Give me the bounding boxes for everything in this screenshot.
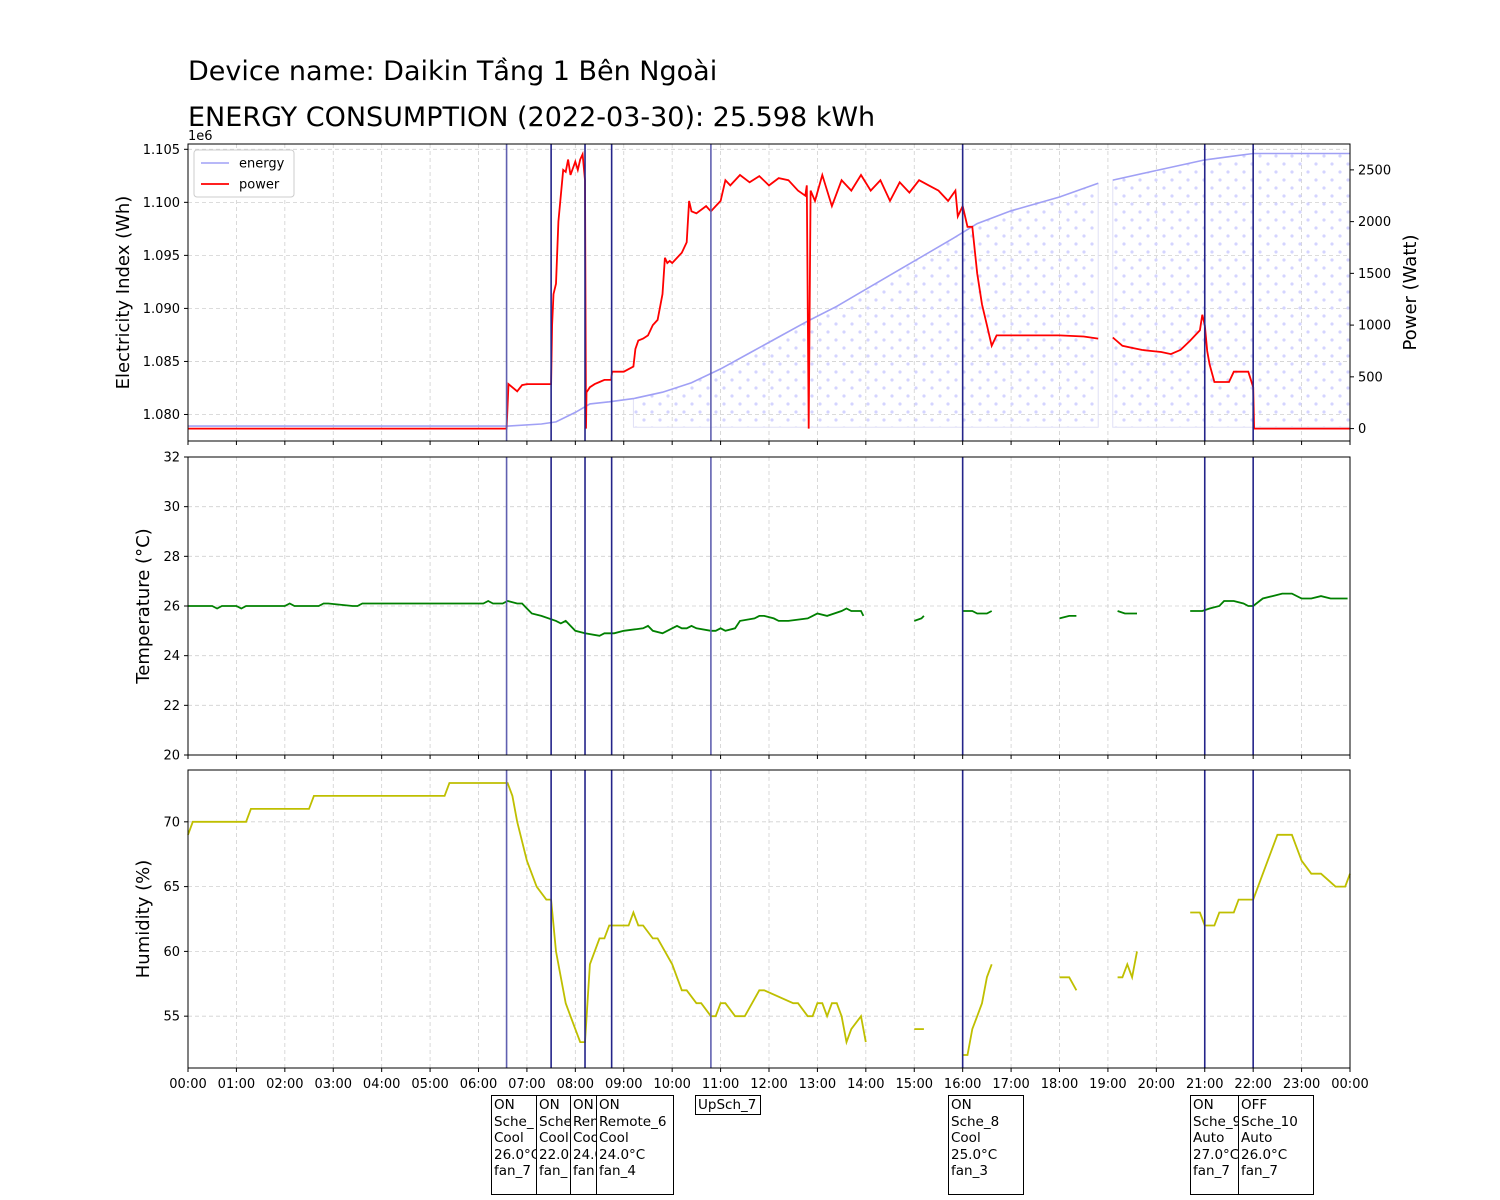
- series-line-humidity: [962, 963, 993, 1056]
- legend-box: [193, 149, 295, 198]
- series-line-temperature: [1190, 592, 1348, 612]
- plot-frame: [187, 143, 1351, 442]
- y-tick-label: 28: [163, 550, 180, 565]
- legend-label-power: power: [239, 178, 280, 193]
- y2-tick-label: 1000: [1358, 319, 1391, 334]
- series-line-power: [1112, 314, 1350, 430]
- y-offset-label: 1e6: [188, 129, 213, 144]
- y-tick-label: 22: [163, 699, 180, 714]
- x-tick-label: 19:00: [1089, 1077, 1126, 1092]
- y-tick-label: 1.080: [143, 408, 180, 423]
- y-axis-label: Electricity Index (Wh): [113, 196, 134, 390]
- x-tick-label: 00:00: [1331, 1077, 1368, 1092]
- x-tick-label: 22:00: [1234, 1077, 1271, 1092]
- x-tick-label: 18:00: [1041, 1077, 1078, 1092]
- x-tick-label: 06:00: [460, 1077, 497, 1092]
- x-tick-label: 09:00: [605, 1077, 642, 1092]
- x-tick-label: 02:00: [266, 1077, 303, 1092]
- x-tick-label: 01:00: [218, 1077, 255, 1092]
- series-line-humidity: [1117, 951, 1138, 981]
- y-tick-label: 1.100: [143, 196, 180, 211]
- energy-area-fill: [1112, 153, 1351, 428]
- series-line-temperature: [188, 599, 865, 637]
- plot-frame: [187, 456, 1351, 756]
- x-tick-label: 13:00: [799, 1077, 836, 1092]
- x-tick-label: 17:00: [992, 1077, 1029, 1092]
- x-tick-label: 23:00: [1283, 1077, 1320, 1092]
- annotation-box: ON Sche_9 Auto 27.0°C fan_7: [1190, 1095, 1240, 1195]
- x-tick-label: 16:00: [944, 1077, 981, 1092]
- annotation-box: ON Ren Coo 24.0 fan: [570, 1095, 598, 1195]
- y-tick-label: 26: [163, 600, 180, 615]
- legend-label-energy: energy: [239, 157, 285, 172]
- series-line-temperature: [1117, 610, 1137, 615]
- x-tick-label: 05:00: [411, 1077, 448, 1092]
- y-tick-label: 1.085: [143, 355, 180, 370]
- energy-title: ENERGY CONSUMPTION (2022-03-30): 25.598 …: [188, 102, 876, 133]
- annotation-box: OFF Sche_10 Auto 26.0°C fan_7: [1238, 1095, 1314, 1195]
- y2-tick-label: 500: [1358, 370, 1383, 385]
- energy-area-fill: [632, 182, 1099, 428]
- x-tick-label: 14:00: [847, 1077, 884, 1092]
- series-line-temperature: [914, 615, 925, 622]
- y-tick-label: 55: [163, 1010, 180, 1025]
- y-axis-label: Temperature (°C): [133, 528, 154, 684]
- annotation-box: ON Sche_8 Cool 25.0°C fan_3: [948, 1095, 1024, 1195]
- y-tick-label: 1.095: [143, 249, 180, 264]
- x-tick-label: 07:00: [508, 1077, 545, 1092]
- device-title: Device name: Daikin Tầng 1 Bên Ngoài: [188, 56, 718, 87]
- series-line-power: [188, 150, 1099, 430]
- series-line-temperature: [1059, 615, 1077, 620]
- series-line-humidity: [1059, 976, 1078, 991]
- y2-tick-label: 0: [1358, 422, 1366, 437]
- series-line-energy: [188, 182, 1099, 427]
- x-tick-label: 04:00: [363, 1077, 400, 1092]
- series-line-energy: [1112, 152, 1350, 181]
- y2-tick-label: 2000: [1358, 215, 1391, 230]
- y2-axis-label: Power (Watt): [1400, 235, 1421, 351]
- x-tick-label: 15:00: [896, 1077, 933, 1092]
- y-tick-label: 60: [163, 945, 180, 960]
- series-line-humidity: [187, 782, 867, 1046]
- x-tick-label: 10:00: [653, 1077, 690, 1092]
- y2-tick-label: 2500: [1358, 163, 1391, 178]
- series-line-humidity: [1190, 833, 1351, 927]
- plot-frame: [187, 769, 1351, 1069]
- y-tick-label: 65: [163, 880, 180, 895]
- annotation-box: ON Remote_6 Cool 24.0°C fan_4: [596, 1095, 674, 1195]
- x-tick-label: 20:00: [1138, 1077, 1175, 1092]
- y-tick-label: 32: [163, 451, 180, 466]
- y-tick-label: 24: [163, 649, 180, 664]
- series-line-temperature: [962, 610, 993, 615]
- annotation-box: ON Sche_ Cool 26.0°C fan_7: [491, 1095, 539, 1195]
- y-tick-label: 1.105: [143, 143, 180, 158]
- y2-tick-label: 1500: [1358, 267, 1391, 282]
- x-tick-label: 08:00: [557, 1077, 594, 1092]
- annotation-box: ON Sche Cool 22.0 fan_: [536, 1095, 573, 1195]
- y-tick-label: 1.090: [143, 302, 180, 317]
- x-tick-label: 00:00: [169, 1077, 206, 1092]
- y-axis-label: Humidity (%): [133, 860, 154, 979]
- y-tick-label: 30: [163, 500, 180, 515]
- annotation-box: UpSch_7: [695, 1095, 761, 1115]
- x-tick-label: 21:00: [1186, 1077, 1223, 1092]
- x-tick-label: 11:00: [702, 1077, 739, 1092]
- x-tick-label: 03:00: [315, 1077, 352, 1092]
- x-tick-label: 12:00: [750, 1077, 787, 1092]
- y-tick-label: 20: [163, 749, 180, 764]
- y-tick-label: 70: [163, 815, 180, 830]
